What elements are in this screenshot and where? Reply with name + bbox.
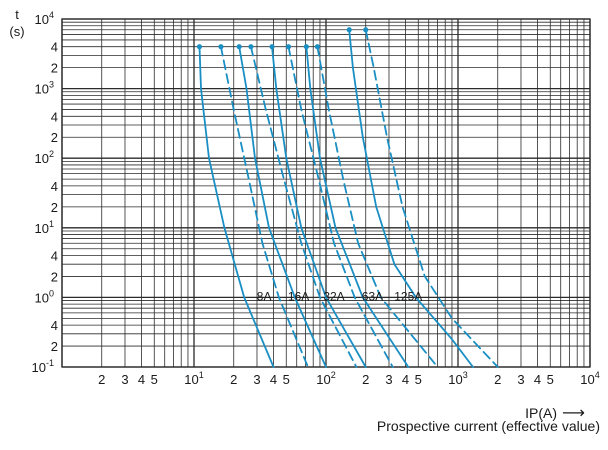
curve-start-marker: [218, 44, 224, 50]
y-tick-label: 2: [51, 200, 58, 215]
x-tick-label: 2: [98, 372, 105, 387]
y-tick-label: 4: [51, 179, 58, 194]
curve-63A-solid: [305, 45, 410, 368]
x-tick-label: 5: [415, 372, 422, 387]
y-tick-label: 2: [51, 61, 58, 76]
series-label-8A: 8A: [257, 290, 272, 304]
curve-start-marker: [248, 44, 254, 50]
x-tick-label: 4: [534, 372, 541, 387]
x-tick-label: 101: [184, 370, 203, 387]
x-axis-arrow: ⟶: [562, 405, 585, 422]
y-tick-label: 2: [51, 130, 58, 145]
curve-start-marker: [303, 44, 309, 50]
series-label-63A: 63A: [362, 290, 383, 304]
y-tick-label: 100: [35, 288, 54, 305]
curve-125A-solid: [348, 28, 474, 368]
curve-32A-solid: [271, 45, 367, 368]
curve-start-marker: [285, 44, 292, 50]
curve-start-marker: [269, 44, 275, 50]
x-tick-label: 5: [283, 372, 290, 387]
x-tick-label: 5: [151, 372, 158, 387]
x-tick-label: 3: [121, 372, 128, 387]
y-tick-label: 4: [51, 318, 58, 333]
x-tick-label: 102: [316, 370, 335, 387]
curve-start-marker: [314, 44, 320, 50]
x-axis-label: IP(A): [525, 405, 557, 421]
series-label-16A: 16A: [288, 290, 309, 304]
y-tick-label: 10-1: [32, 358, 54, 375]
y-tick-label: 103: [35, 80, 54, 97]
curve-start-marker: [236, 44, 242, 50]
curve-32A-dashed: [287, 45, 394, 368]
series-label-32A: 32A: [323, 290, 344, 304]
curve-8A-solid: [198, 45, 275, 368]
x-tick-label: 4: [138, 372, 145, 387]
y-tick-label: 4: [51, 248, 58, 263]
curve-16A-dashed: [250, 45, 358, 368]
x-tick-label: 4: [270, 372, 277, 387]
y-axis-symbol: t: [15, 7, 19, 22]
x-tick-label: 103: [448, 370, 467, 387]
x-tick-label: 4: [402, 372, 409, 387]
x-tick-label: 2: [494, 372, 501, 387]
y-axis-unit: (s): [9, 24, 24, 39]
x-tick-label: 3: [385, 372, 392, 387]
x-tick-label: 2: [362, 372, 369, 387]
curves: 8A 16A 32A 63A 125A: [196, 27, 499, 368]
curve-start-marker: [346, 27, 352, 33]
curve-63A-dashed: [316, 45, 439, 368]
y-tick-label: 104: [35, 10, 54, 27]
y-tick-label: 2: [51, 339, 58, 354]
curve-16A-solid: [238, 45, 327, 368]
series-label-125A: 125A: [394, 290, 422, 304]
labels: 2 3 4 5 101 2 3 4 5 102 2 3 4 5 103 2 3 4 5 10410-124100241…: [32, 10, 600, 387]
x-axis-caption: Prospective current (effective value): [376, 418, 600, 434]
x-tick-label: 3: [517, 372, 524, 387]
curve-start-marker: [363, 27, 369, 33]
y-tick-label: 2: [51, 269, 58, 284]
x-tick-label: 2: [230, 372, 237, 387]
y-tick-label: 4: [51, 40, 58, 55]
x-tick-label: 5: [547, 372, 554, 387]
grid: [61, 18, 591, 368]
curve-8A-dashed: [220, 45, 309, 368]
y-tick-label: 101: [35, 219, 54, 236]
y-tick-label: 4: [51, 109, 58, 124]
y-tick-label: 102: [35, 149, 54, 166]
curve-start-marker: [196, 44, 203, 50]
x-tick-label: 104: [580, 370, 599, 387]
x-tick-label: 3: [253, 372, 260, 387]
